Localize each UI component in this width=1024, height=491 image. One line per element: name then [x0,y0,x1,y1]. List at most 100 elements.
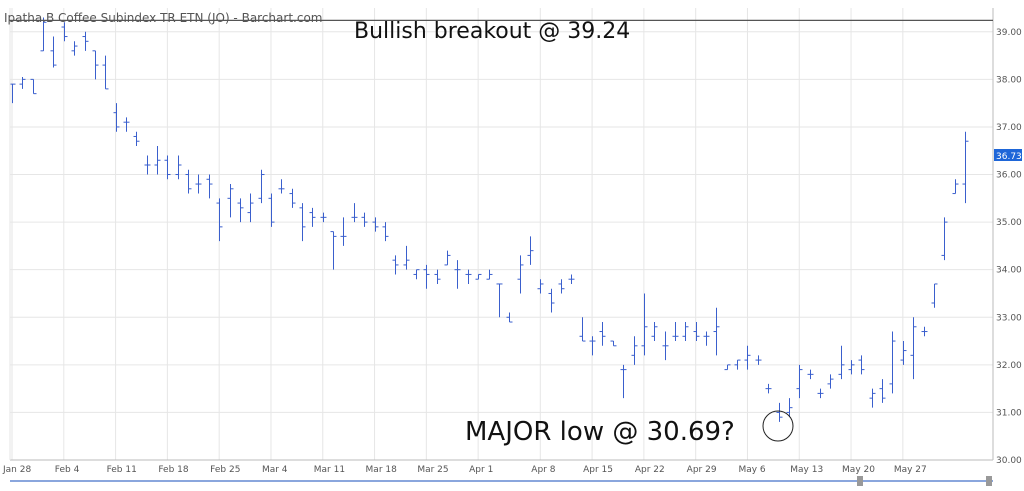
ohlc-bar [579,317,586,342]
ohlc-bar [827,374,834,389]
ohlc-bar [413,269,420,280]
ohlc-bar [527,236,534,265]
ohlc-bar [268,193,275,227]
x-tick-label: Apr 8 [531,465,555,475]
ohlc-bar [164,155,171,180]
ohlc-bar [382,222,389,242]
low-marker-circle [762,410,794,442]
ohlc-bar [71,41,78,56]
ohlc-bar [113,103,120,132]
ohlc-bar [465,269,472,284]
ohlc-bar [620,364,627,399]
ohlc-bar [278,179,285,194]
ohlc-bar [496,283,503,318]
ohlc-bar [641,293,648,356]
ohlc-bar [361,212,368,227]
gridlines [10,8,993,461]
ohlc-bar [921,326,928,337]
ohlc-bar [962,131,969,204]
scrollbar[interactable] [10,476,993,486]
ohlc-bar [434,269,441,284]
ohlc-bar [50,36,57,68]
ohlc-bar [486,269,493,280]
ohlc-bar [796,364,803,399]
last-price-tag: 36.73 [994,149,1022,162]
x-tick-label: May 6 [738,465,765,475]
x-tick-label: May 27 [894,465,927,475]
ohlc-bar [879,379,886,403]
x-tick-label: Feb 11 [107,465,137,475]
ohlc-bar [237,198,244,223]
ohlc-bar [154,145,161,175]
ohlc-bar [185,169,192,194]
ohlc-bar [807,369,814,380]
ohlc-bar [123,117,130,132]
ohlc-bar [910,317,917,380]
ohlc-bar [838,345,845,380]
y-tick-label: 36.00 [996,171,1022,181]
ohlc-bar [755,355,762,365]
chart-source-title: Ipatha.B Coffee Subindex TR ETN (JO) - B… [4,11,322,25]
x-tick-label: Mar 11 [314,465,345,475]
x-tick-label: Jan 28 [2,465,31,475]
ohlc-bar [537,279,544,294]
axes: 30.00 31.00 32.00 33.00 34.00 35.00 36.00 37.00… [2,8,1022,475]
ohlc-bar [40,17,47,52]
breakout-annotation: Bullish breakout @ 39.24 [354,19,630,44]
ohlc-bar [403,245,410,270]
ohlc-bar [889,331,896,394]
y-tick-label: 35.00 [996,218,1022,228]
last-price-tag-bg [994,149,1022,161]
ohlc-bar [900,341,907,365]
ohlc-bar [195,174,202,194]
x-tick-label: Mar 25 [417,465,448,475]
x-tick-label: Feb 25 [210,465,240,475]
scrollbar-handle-right[interactable] [986,476,992,486]
ohlc-bar [672,322,679,342]
ohlc-bar [216,198,223,242]
ohlc-bar [599,322,606,346]
ohlc-bar [19,76,26,89]
x-tick-label: Apr 29 [687,465,717,475]
ohlc-bar [568,274,575,284]
ohlc-bar [82,31,89,51]
ohlc-bar [102,55,109,90]
ohlc-bar [941,217,948,261]
ohlc-bar [734,359,741,370]
ohlc-bar [309,207,316,227]
x-tick-label: Mar 4 [262,465,288,475]
ohlc-bar [206,174,213,199]
y-tick-label: 31.00 [996,408,1022,418]
price-bars [9,17,969,422]
x-tick-label: May 20 [842,465,875,475]
x-tick-label: May 13 [790,465,823,475]
scrollbar-handle-left[interactable] [857,476,863,486]
ohlc-bar [289,188,296,208]
ohlc-bar [776,402,783,422]
ohlc-bar [610,340,617,347]
ohlc-bar [133,131,140,146]
ohlc-bar [744,345,751,370]
ohlc-bar [693,322,700,342]
ohlc-bar [848,360,855,375]
ohlc-bar [631,336,638,365]
ohlc-bar [589,336,596,356]
ohlc-bar [662,331,669,361]
ohlc-bar [175,155,182,180]
ohlc-bar [765,383,772,394]
y-tick-label: 30.00 [996,456,1022,466]
ohlc-bar [372,217,379,232]
ohlc-bar [247,193,254,223]
ohlc-bar [61,22,68,42]
x-tick-label: Feb 18 [158,465,189,475]
ohlc-bar [454,260,461,289]
ohlc-bar [931,283,938,308]
ohlc-bar [320,212,327,223]
low-annotation: MAJOR low @ 30.69? [465,417,735,447]
x-tick-label: Apr 15 [583,465,613,475]
y-tick-label: 32.00 [996,361,1022,371]
ohlc-bar [817,388,824,399]
ohlc-bar [548,288,555,313]
ohlc-bar [558,279,565,294]
